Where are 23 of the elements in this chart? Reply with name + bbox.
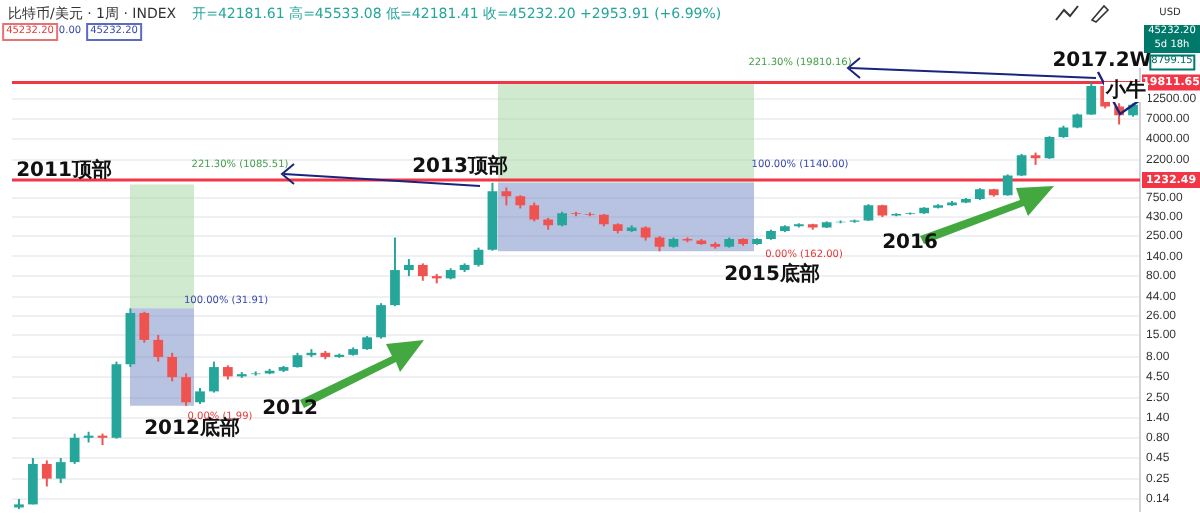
annotation: 2016 <box>882 232 938 254</box>
candlestick <box>167 351 178 383</box>
candlestick <box>28 456 38 506</box>
annotation: 2013顶部 <box>412 156 508 178</box>
candlestick <box>529 201 540 223</box>
annotation: 小牛 <box>1104 80 1148 102</box>
candlestick <box>376 302 386 340</box>
candlestick <box>55 456 66 485</box>
candlestick <box>69 432 80 465</box>
candlestick <box>390 236 400 308</box>
candlestick <box>1044 135 1055 160</box>
candlestick <box>209 360 219 394</box>
candlestick <box>1086 81 1097 116</box>
annotation: 2012 <box>262 398 318 420</box>
candlestick <box>1002 173 1013 197</box>
annotation: 2011顶部 <box>16 160 112 182</box>
candlestick <box>181 372 191 407</box>
annotation: 2015底部 <box>724 264 820 286</box>
annotation: 2012底部 <box>144 418 240 440</box>
candlestick <box>153 333 164 363</box>
candlestick <box>473 246 484 268</box>
candlestick <box>139 310 150 344</box>
candlestick <box>41 459 52 488</box>
